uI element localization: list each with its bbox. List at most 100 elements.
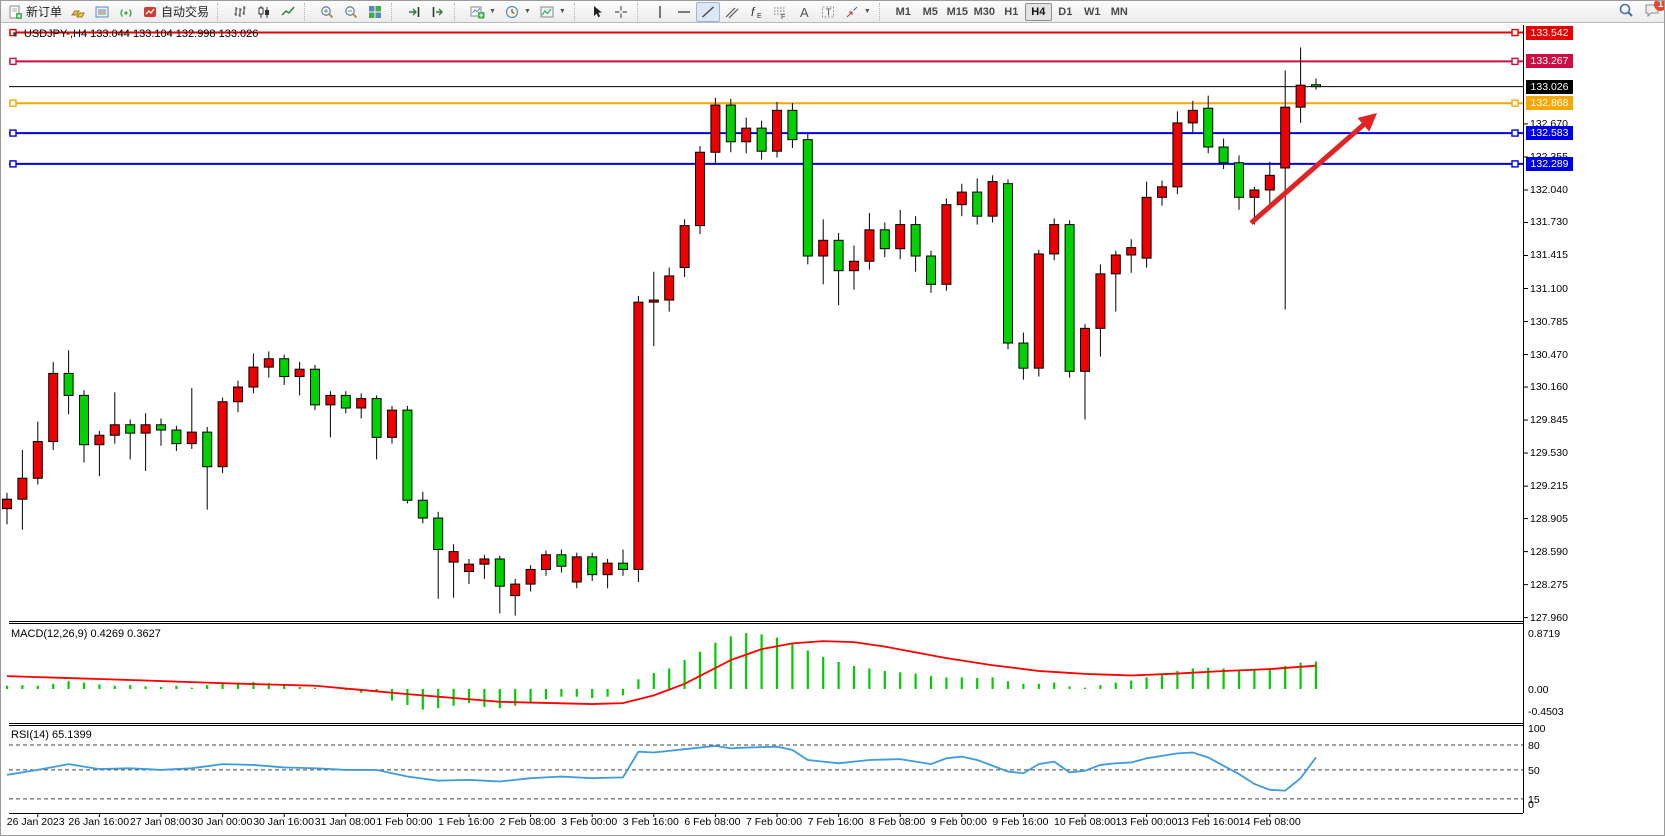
candle-body	[725, 104, 736, 143]
line-handle[interactable]	[9, 160, 17, 168]
time-axis-label[interactable]: 2 Feb 08:00	[499, 816, 556, 828]
candle	[402, 405, 413, 504]
cursor-icon	[589, 4, 605, 20]
equidistant-channel-button[interactable]	[720, 2, 744, 22]
timeframe-m15-button[interactable]: M15	[946, 5, 968, 18]
time-axis-label[interactable]: 26 Jan 2023	[6, 816, 65, 828]
price-tick-label: 129.530	[1530, 447, 1568, 460]
candle-body	[1187, 109, 1198, 124]
line-handle[interactable]	[9, 28, 17, 37]
time-axis-label[interactable]: 13 Feb 00:00	[1115, 816, 1178, 828]
candle	[387, 405, 397, 444]
candle-body	[340, 394, 351, 409]
time-axis-label[interactable]: 13 Feb 16:00	[1177, 816, 1240, 828]
zoom-out-button[interactable]	[339, 2, 363, 22]
new-order-button[interactable]: 新订单	[3, 2, 66, 22]
toolbar-separator	[304, 2, 312, 21]
time-axis-label[interactable]: 30 Jan 16:00	[253, 816, 314, 828]
time-axis-label[interactable]: 1 Feb 00:00	[376, 816, 433, 828]
candle-body	[402, 409, 413, 501]
line-handle[interactable]	[1511, 99, 1519, 107]
chat-button[interactable]: 1	[1644, 1, 1664, 23]
candle-body	[1295, 84, 1306, 108]
trade-panel-button[interactable]	[66, 2, 90, 22]
cursor-button[interactable]	[585, 2, 609, 22]
timeframe-w1-button[interactable]: W1	[1084, 5, 1101, 18]
chart-shift-button[interactable]	[426, 2, 450, 22]
line-handle[interactable]	[9, 129, 17, 137]
time-axis-label[interactable]: 8 Feb 08:00	[869, 816, 926, 828]
line-chart-button[interactable]	[276, 2, 300, 22]
tile-windows-button[interactable]	[363, 2, 387, 22]
signals-button[interactable]	[114, 2, 138, 22]
timeframe-m30-button[interactable]: M30	[973, 5, 995, 18]
toolbar-separator	[391, 2, 399, 21]
time-axis-label[interactable]: 30 Jan 00:00	[191, 816, 253, 828]
line-handle[interactable]	[9, 57, 17, 66]
time-axis-label[interactable]: 9 Feb 16:00	[992, 816, 1049, 828]
timeframe-h1-button[interactable]: H1	[1004, 5, 1019, 18]
auto-scroll-button[interactable]	[402, 2, 426, 22]
candle-body	[279, 358, 290, 378]
line-handle[interactable]	[1511, 160, 1519, 168]
price-tick-label: 132.040	[1530, 183, 1568, 196]
timeframe-m5-button[interactable]: M5	[922, 5, 938, 18]
symbol-search-button[interactable]	[1618, 2, 1634, 23]
text-label-button[interactable]: T	[816, 2, 840, 22]
svg-text:T: T	[825, 7, 831, 18]
time-axis-label[interactable]: 10 Feb 08:00	[1054, 816, 1116, 828]
line-handle[interactable]	[1511, 28, 1519, 37]
time-axis-label[interactable]: 1 Feb 16:00	[438, 816, 495, 828]
market-depth-button[interactable]	[90, 2, 114, 22]
zoom-in-button[interactable]	[315, 2, 339, 22]
time-axis-label[interactable]: 3 Feb 16:00	[622, 816, 679, 828]
channel-icon	[724, 4, 740, 20]
candle-body	[387, 409, 397, 438]
time-axis-label[interactable]: 7 Feb 00:00	[746, 816, 803, 828]
text-button[interactable]: A	[792, 2, 816, 22]
timeframe-d1-button[interactable]: D1	[1058, 5, 1073, 18]
candle	[849, 245, 859, 290]
time-axis-label[interactable]: 27 Jan 08:00	[130, 816, 191, 828]
new-chart-button[interactable]: ▼	[465, 2, 500, 22]
arrows-button[interactable]: ▼	[840, 2, 875, 22]
candle	[802, 133, 813, 265]
price-badge-133.267: 133.267	[1526, 54, 1573, 69]
time-axis-label[interactable]: 7 Feb 16:00	[807, 816, 864, 828]
time-axis-label[interactable]: 9 Feb 00:00	[930, 816, 987, 828]
candle	[140, 413, 151, 471]
trendline-button[interactable]	[695, 1, 720, 22]
trend-arrow-head[interactable]	[1357, 113, 1377, 132]
candle	[340, 391, 351, 414]
candle	[1110, 250, 1121, 312]
crosshair-button[interactable]	[609, 2, 633, 22]
collapse-chart-icon[interactable]: ▼	[11, 29, 19, 39]
trend-arrow[interactable]	[1249, 118, 1371, 225]
time-axis-label[interactable]: 3 Feb 00:00	[561, 816, 618, 828]
candle	[1003, 179, 1013, 350]
rsi-axis-label: 100	[1528, 723, 1546, 736]
timeframe-m1-button[interactable]: M1	[895, 5, 911, 18]
bar-chart-button[interactable]	[228, 2, 252, 22]
time-axis-label[interactable]: 6 Feb 08:00	[684, 816, 741, 828]
vertical-line-button[interactable]	[648, 2, 672, 22]
template-button[interactable]: ▼	[535, 2, 570, 22]
auto-trading-button[interactable]: 自动交易	[138, 2, 213, 22]
timeframe-mn-button[interactable]: MN	[1110, 5, 1128, 18]
time-axis-label[interactable]: 14 Feb 08:00	[1238, 816, 1301, 828]
timeframe-h4-button[interactable]: H4	[1024, 2, 1052, 21]
chart-plot[interactable]	[1, 23, 1665, 836]
fibo-expansion-button[interactable]: F	[768, 2, 792, 22]
period-button[interactable]: ▼	[500, 2, 535, 22]
line-handle[interactable]	[9, 99, 17, 107]
time-axis-label[interactable]: 31 Jan 08:00	[314, 816, 376, 828]
candle-body	[248, 366, 259, 388]
horizontal-line-button[interactable]	[672, 2, 696, 22]
line-handle[interactable]	[1511, 57, 1519, 66]
time-axis-label[interactable]: 26 Jan 16:00	[68, 816, 130, 828]
candle	[541, 550, 551, 576]
candlestick-chart-button[interactable]	[252, 2, 276, 22]
line-handle[interactable]	[1511, 129, 1519, 137]
chart-window: ▼ USDJPY-,H4 133.044 133.104 132.998 133…	[1, 23, 1665, 836]
